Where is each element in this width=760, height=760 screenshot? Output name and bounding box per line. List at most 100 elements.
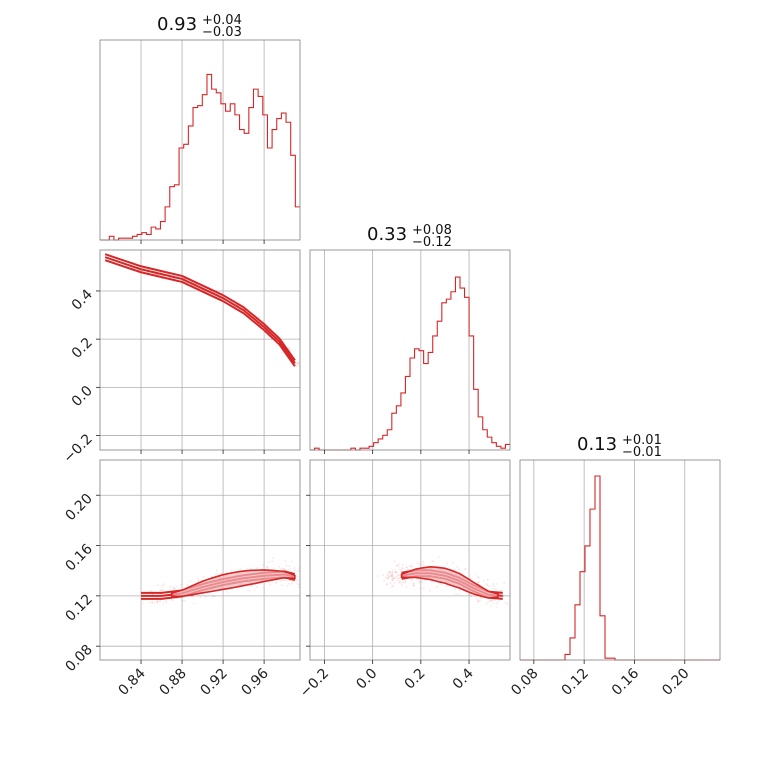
sample-point xyxy=(392,577,395,580)
sample-point xyxy=(487,585,490,587)
x-tick-label-3: 0.16 xyxy=(609,665,642,698)
sample-point xyxy=(396,573,399,576)
sample-point xyxy=(377,575,379,578)
sample-point xyxy=(295,365,298,367)
title-err-plus-3: +0.01 xyxy=(622,433,662,448)
sample-point xyxy=(285,564,288,567)
sample-point xyxy=(420,563,423,566)
sample-point xyxy=(392,577,395,580)
sample-point xyxy=(392,576,394,579)
sample-point xyxy=(483,579,485,582)
sample-point xyxy=(501,589,503,591)
sample-point xyxy=(477,575,479,578)
sample-point xyxy=(266,565,269,568)
title-param-1: 0.93 +0.04 −0.03 xyxy=(157,13,242,40)
sample-point xyxy=(204,595,207,598)
title-err-plus-2: +0.08 xyxy=(412,223,452,238)
sample-point xyxy=(278,565,280,568)
sample-point xyxy=(387,576,390,579)
sample-point xyxy=(275,581,278,584)
sample-point xyxy=(492,582,495,585)
y-tick-label-4: 0.20 xyxy=(62,491,95,524)
sample-point xyxy=(422,560,424,563)
sample-point xyxy=(458,568,461,571)
sample-point xyxy=(468,593,471,596)
histogram-3 xyxy=(520,475,720,661)
sample-point xyxy=(215,569,218,572)
sample-point xyxy=(280,584,283,587)
sample-point xyxy=(389,575,392,578)
sample-point xyxy=(492,599,495,601)
sample-point xyxy=(393,569,396,571)
sample-point xyxy=(429,589,431,592)
sample-point xyxy=(175,585,178,588)
sample-point xyxy=(391,573,394,576)
sample-point xyxy=(283,569,286,571)
sample-point xyxy=(411,565,414,568)
sample-point xyxy=(453,568,456,571)
sample-point xyxy=(486,578,489,581)
sample-point xyxy=(295,580,298,583)
y-tick-label-3: 0.16 xyxy=(62,541,95,574)
sample-point xyxy=(281,351,283,354)
sample-point xyxy=(383,579,386,582)
sample-point xyxy=(403,581,406,584)
x-tick-label-2: 0.88 xyxy=(157,666,190,699)
sample-point xyxy=(151,593,154,596)
sample-point xyxy=(398,581,401,584)
sample-point xyxy=(391,586,394,589)
sample-point xyxy=(150,589,152,592)
sample-point xyxy=(400,581,402,584)
sample-point xyxy=(490,598,493,601)
sample-point xyxy=(161,588,164,591)
sample-point xyxy=(438,555,440,558)
sample-point xyxy=(280,567,282,570)
sample-point xyxy=(202,576,205,578)
panel-frame xyxy=(99,249,301,451)
panel-2-2 xyxy=(309,249,511,454)
sample-point xyxy=(288,347,291,349)
sample-point xyxy=(440,583,443,585)
sample-point xyxy=(395,571,398,573)
sample-point xyxy=(295,361,298,364)
sample-point xyxy=(390,574,393,576)
sample-point xyxy=(296,362,299,365)
sample-point xyxy=(485,583,488,586)
sample-point xyxy=(193,602,195,605)
sample-point xyxy=(475,597,478,600)
sample-point xyxy=(248,589,251,592)
sample-point xyxy=(503,582,505,584)
sample-point xyxy=(282,567,285,570)
sample-point xyxy=(212,595,214,597)
y-tick-label-1: 0.08 xyxy=(62,642,95,675)
sample-point xyxy=(477,581,480,584)
sample-point xyxy=(199,596,202,599)
sample-point xyxy=(446,562,448,565)
sample-point xyxy=(197,577,199,580)
sample-point xyxy=(422,563,425,566)
sample-point xyxy=(395,575,398,578)
sample-point xyxy=(417,562,420,565)
sample-point xyxy=(197,579,200,582)
sample-point xyxy=(456,566,459,568)
sample-point xyxy=(393,560,396,563)
sample-point xyxy=(391,575,393,578)
sample-point xyxy=(394,577,396,579)
sample-point xyxy=(477,598,480,601)
sample-point xyxy=(431,560,434,563)
sample-point xyxy=(272,557,274,560)
sample-point xyxy=(159,589,162,592)
sample-point xyxy=(420,581,423,583)
panel-1-1 xyxy=(99,39,301,244)
sample-point xyxy=(291,582,293,585)
sample-point xyxy=(162,602,165,605)
sample-point xyxy=(296,569,299,572)
sample-point xyxy=(239,567,242,570)
sample-point xyxy=(418,580,421,583)
sample-point xyxy=(497,600,500,603)
title-value-2: 0.33 xyxy=(367,224,407,245)
sample-point xyxy=(157,584,159,586)
sample-point xyxy=(288,565,291,568)
x-tick-label-3: 0.92 xyxy=(198,666,231,699)
title-err-minus-2: −0.12 xyxy=(412,235,452,250)
